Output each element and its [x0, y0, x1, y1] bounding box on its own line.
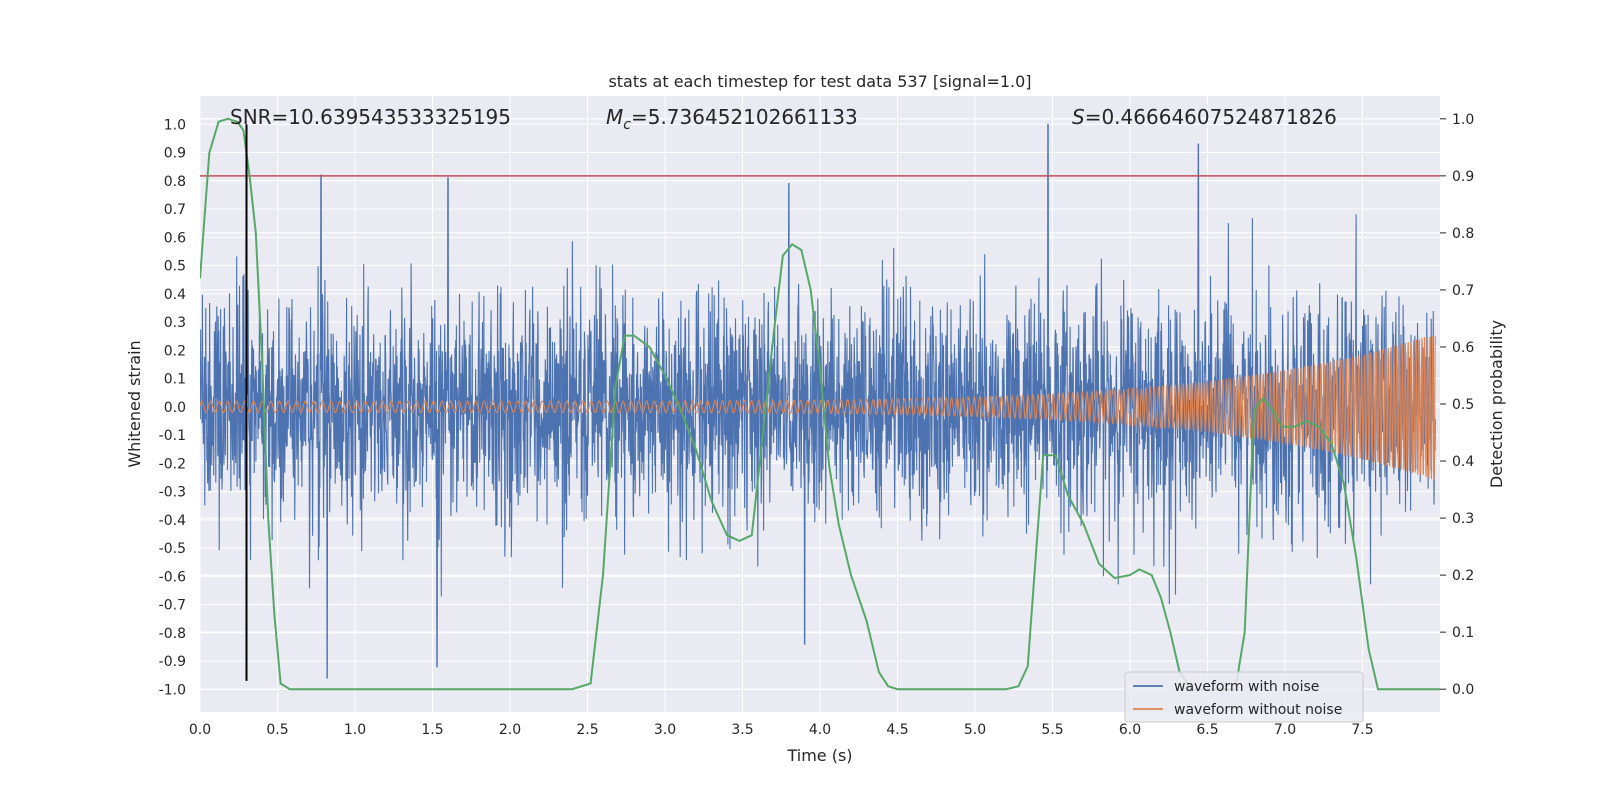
y-right-tick-label: 1.0	[1452, 112, 1474, 128]
x-tick-label: 4.5	[886, 722, 908, 738]
legend: waveform with noise waveform without noi…	[1124, 671, 1364, 723]
legend-label-clean: waveform without noise	[1174, 702, 1342, 718]
chirp-mass-symbol: M	[606, 105, 623, 129]
snr-annotation: SNR=10.639543533325195	[230, 105, 511, 129]
x-tick-label: 7.5	[1351, 722, 1373, 738]
y-left-tick-label: -0.6	[159, 569, 186, 585]
x-tick-label: 3.5	[731, 722, 753, 738]
legend-label-noisy: waveform with noise	[1174, 679, 1319, 695]
y-left-tick-label: -0.3	[159, 485, 186, 501]
y-right-tick-label: 0.9	[1452, 169, 1474, 185]
x-tick-label: 5.0	[964, 722, 986, 738]
y-left-tick-label: -0.7	[159, 598, 186, 614]
y-left-tick-label: 1.0	[164, 117, 186, 133]
x-tick-label: 0.0	[189, 722, 211, 738]
x-tick-label: 2.0	[499, 722, 521, 738]
y-axis-right-label: Detection probability	[1487, 320, 1506, 488]
legend-box	[1124, 671, 1364, 723]
x-tick-label: 0.5	[266, 722, 288, 738]
y-left-tick-label: 0.8	[164, 174, 186, 190]
y-left-tick-label: 0.3	[164, 315, 186, 331]
x-tick-label: 4.0	[809, 722, 831, 738]
y-right-tick-label: 0.5	[1452, 397, 1474, 413]
chart-title: stats at each timestep for test data 537…	[608, 72, 1031, 91]
chirp-mass-value: =5.736452102661133	[631, 105, 858, 129]
y-axis-left-label: Whitened strain	[125, 340, 144, 467]
y-left-tick-label: -0.2	[159, 456, 186, 472]
y-left-tick-label: 0.0	[164, 400, 186, 416]
y-left-tick-label: 0.2	[164, 343, 186, 359]
line-detection-probability	[200, 117, 1440, 691]
y-left-tick-label: -0.5	[159, 541, 186, 557]
y-axis-left-ticks: -1.0 -0.9 -0.8 -0.7 -0.6 -0.5 -0.4 -0.3 -0.2 -0.1…	[159, 117, 186, 698]
s-symbol: S	[1072, 105, 1085, 129]
x-tick-label: 1.5	[421, 722, 443, 738]
y-left-tick-label: 0.9	[164, 146, 186, 162]
y-left-tick-label: 0.7	[164, 202, 186, 218]
x-axis-ticks: 0.0 0.5 1.0 1.5 2.0 2.5 3.0 3.5 4.0 4.5 5.0 5.5 6.0 6…	[189, 722, 1374, 738]
chirp-mass-subscript: c	[623, 117, 631, 133]
x-axis-label: Time (s)	[786, 746, 852, 765]
y-right-tick-label: 0.7	[1452, 283, 1474, 299]
s-annotation: S=0.46664607524871826	[1072, 105, 1337, 129]
x-tick-label: 3.0	[654, 722, 676, 738]
y-left-tick-label: -0.9	[159, 654, 186, 670]
line-waveform-without-noise	[200, 334, 1436, 480]
x-tick-label: 2.5	[576, 722, 598, 738]
y-right-tick-label: 0.4	[1452, 454, 1474, 470]
x-tick-label: 1.0	[344, 722, 366, 738]
y-axis-right-ticks: 0.0 0.1 0.2 0.3 0.4 0.5 0.6 0.7 0.8 0.9 1.0	[1440, 112, 1474, 698]
y-left-tick-label: -0.1	[159, 428, 186, 444]
y-left-tick-label: -1.0	[159, 682, 186, 698]
y-right-tick-label: 0.2	[1452, 568, 1474, 584]
s-value: =0.46664607524871826	[1085, 105, 1337, 129]
x-tick-label: 5.5	[1041, 722, 1063, 738]
y-left-tick-label: -0.8	[159, 626, 186, 642]
y-right-tick-label: 0.3	[1452, 511, 1474, 527]
y-right-tick-label: 0.1	[1452, 625, 1474, 641]
series-detection-probability	[200, 117, 1440, 691]
y-right-tick-label: 0.8	[1452, 226, 1474, 242]
x-tick-label: 7.0	[1274, 722, 1296, 738]
chirp-mass-annotation: Mc=5.736452102661133	[606, 105, 858, 133]
x-tick-label: 6.5	[1196, 722, 1218, 738]
y-left-tick-label: 0.1	[164, 372, 186, 388]
y-right-tick-label: 0.6	[1452, 340, 1474, 356]
y-right-tick-label: 0.0	[1452, 682, 1474, 698]
y-left-tick-label: -0.4	[159, 513, 186, 529]
x-tick-label: 6.0	[1119, 722, 1141, 738]
y-left-tick-label: 0.6	[164, 230, 186, 246]
y-left-tick-label: 0.5	[164, 259, 186, 275]
series-waveform-without-noise	[200, 334, 1436, 480]
y-left-tick-label: 0.4	[164, 287, 186, 303]
